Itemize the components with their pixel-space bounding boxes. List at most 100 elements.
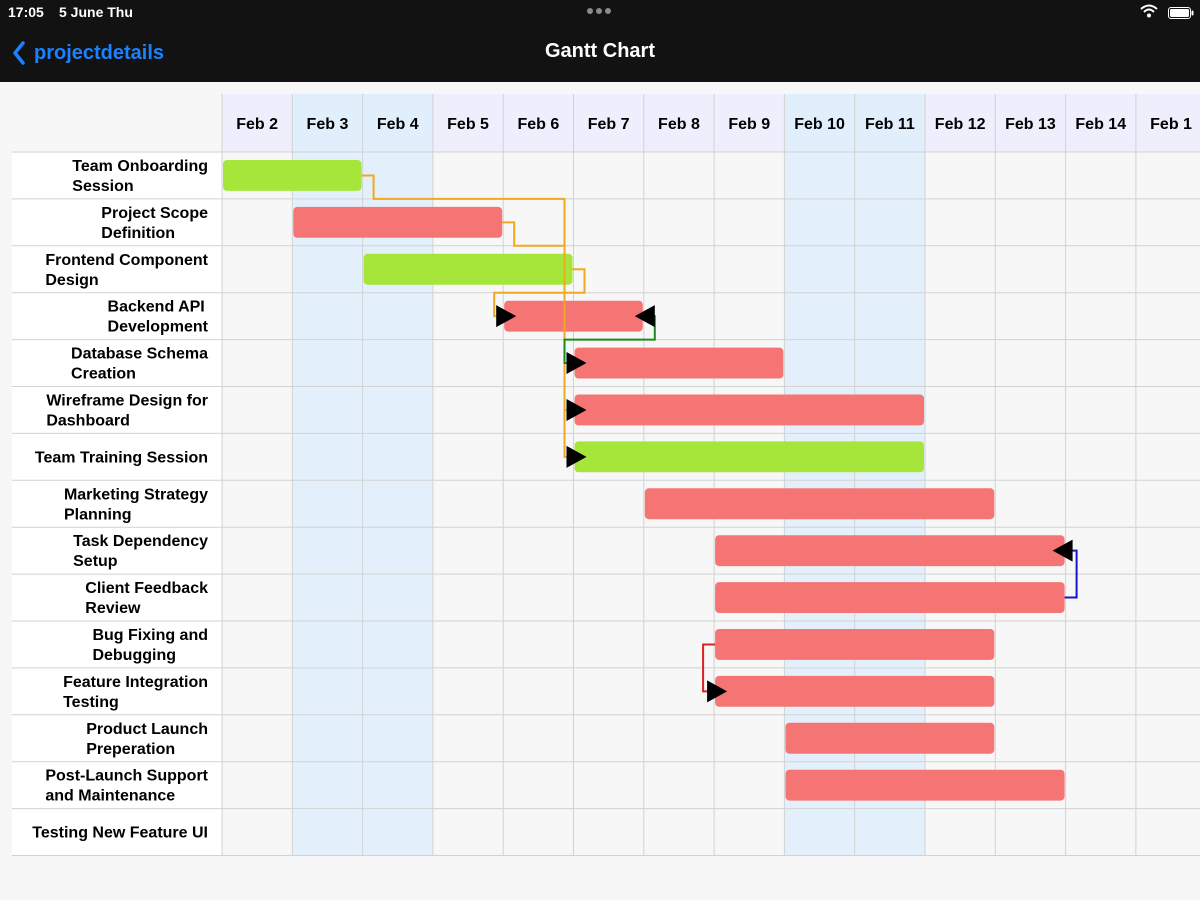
date-header-cell (925, 94, 996, 152)
task-label[interactable]: Database Schema Creation (71, 346, 208, 383)
task-label[interactable]: Frontend Component Design (45, 252, 208, 289)
date-header-cell (784, 94, 855, 152)
task-label[interactable]: Project Scope Definition (101, 205, 208, 242)
task-label-line: Team Training Session (35, 449, 208, 466)
date-header-label: Feb 3 (307, 116, 349, 133)
task-label-line: Backend API (108, 299, 205, 316)
task-label-line: Marketing Strategy (64, 486, 208, 503)
status-date: 5 June Thu (59, 4, 133, 20)
task-label[interactable]: Wireframe Design for Dashboard (46, 392, 208, 429)
task-bar[interactable] (715, 535, 1065, 567)
task-label-line: Setup (73, 553, 118, 570)
dependency-line (493, 268, 586, 318)
task-label-line: Task Dependency (73, 533, 208, 550)
date-header-label: Feb 7 (588, 116, 630, 133)
date-header-cell (643, 94, 715, 152)
status-time: 17:05 (8, 4, 44, 20)
date-header-cell (995, 94, 1066, 152)
task-label[interactable]: Testing New Feature UI (32, 825, 208, 842)
dependency-arrowhead (496, 305, 517, 328)
task-label-line: Design (45, 272, 98, 289)
task-label-line: Team Onboarding (72, 158, 208, 175)
date-header-label: Feb 5 (447, 116, 489, 133)
dependency-line (361, 174, 575, 458)
gantt-chart-canvas: Feb 2 Feb 3 Feb 4 Feb 5 Feb 6 Feb 7 Feb 8 Feb 9… (12, 94, 1200, 856)
task-bar[interactable] (574, 394, 925, 426)
task-label[interactable]: Bug Fixing and Debugging (92, 627, 208, 664)
date-header-cell (222, 94, 293, 152)
task-label-line: Frontend Component (45, 252, 208, 269)
task-bar[interactable] (715, 582, 1065, 613)
task-label[interactable]: Backend API Development (108, 299, 209, 336)
task-bar[interactable] (785, 722, 995, 754)
task-bar[interactable] (363, 253, 573, 285)
date-header-label: Feb 6 (517, 116, 559, 133)
task-label-line: Feature Integration (63, 674, 208, 691)
dependency-arrowhead (566, 352, 587, 375)
task-label-line: Debugging (92, 647, 176, 664)
wifi-icon (1140, 4, 1158, 21)
status-bar: 17:05 5 June Thu (0, 0, 1200, 26)
task-label-line: Client Feedback (85, 580, 208, 597)
gantt-chart[interactable]: Feb 2 Feb 3 Feb 4 Feb 5 Feb 6 Feb 7 Feb 8 Feb 9… (0, 82, 1200, 900)
task-label[interactable]: Team Training Session (35, 449, 208, 466)
date-header-cell (1065, 94, 1136, 152)
task-label[interactable]: Marketing Strategy Planning (64, 486, 208, 523)
task-label[interactable]: Team Onboarding Session (72, 158, 208, 195)
task-bar[interactable] (223, 160, 362, 191)
task-label-line: Review (85, 600, 141, 617)
date-header-cell (292, 94, 363, 152)
date-header-cell (573, 94, 644, 152)
date-header-cell (854, 94, 925, 152)
task-label-line: Definition (101, 225, 175, 242)
task-label-line: Planning (64, 506, 132, 523)
date-header-label: Feb 13 (1005, 116, 1056, 133)
date-header-label: Feb 1 (1150, 116, 1192, 133)
dependency-arrowhead (634, 305, 655, 328)
date-header-cell (714, 94, 785, 152)
task-label[interactable]: Post-Launch Support and Maintenance (45, 768, 208, 805)
date-header-label: Feb 12 (935, 116, 986, 133)
task-bar[interactable] (644, 488, 995, 520)
back-button-label: projectdetails (34, 41, 165, 64)
task-label-line: Bug Fixing and (92, 627, 208, 644)
date-header-cell (1135, 94, 1200, 152)
date-header-label: Feb 10 (794, 116, 845, 133)
page-title: Gantt Chart (545, 40, 655, 62)
task-label-line: Development (108, 319, 209, 336)
task-label[interactable]: Client Feedback Review (85, 580, 208, 617)
task-bar[interactable] (574, 441, 925, 473)
back-button[interactable]: projectdetails (12, 38, 164, 68)
task-label-line: and Maintenance (45, 788, 175, 805)
battery-icon (1168, 6, 1194, 19)
dependency-arrowhead (707, 680, 728, 703)
task-bar[interactable] (504, 300, 643, 332)
task-label-column (12, 152, 222, 856)
task-label-line: Testing New Feature UI (32, 825, 208, 842)
task-label[interactable]: Product Launch Preperation (86, 721, 208, 758)
task-bar[interactable] (785, 769, 1065, 801)
date-header-label: Feb 8 (658, 116, 700, 133)
date-header-label: Feb 9 (728, 116, 770, 133)
task-label-line: Preperation (86, 741, 175, 758)
task-bar[interactable] (715, 675, 995, 707)
task-label-line: Testing (63, 694, 119, 711)
task-label[interactable]: Task Dependency Setup (73, 533, 208, 570)
ellipsis-icon[interactable] (587, 8, 615, 16)
dependency-arrowhead (1052, 539, 1073, 562)
task-label[interactable]: Feature Integration Testing (63, 674, 208, 711)
task-label-line: Session (72, 178, 133, 195)
task-bar[interactable] (293, 206, 503, 238)
task-bar[interactable] (715, 629, 995, 660)
date-header-cell (362, 94, 433, 152)
dependency-arrowhead (566, 398, 587, 421)
date-header-cell (432, 94, 504, 152)
task-label-line: Product Launch (86, 721, 208, 738)
date-header-label: Feb 4 (377, 116, 419, 133)
task-label-line: Project Scope (101, 205, 208, 222)
date-header-cell (503, 94, 574, 152)
chevron-left-icon (13, 41, 25, 65)
dependency-arrowhead (566, 445, 587, 468)
task-bar[interactable] (574, 347, 784, 379)
task-label-line: Dashboard (46, 412, 130, 429)
